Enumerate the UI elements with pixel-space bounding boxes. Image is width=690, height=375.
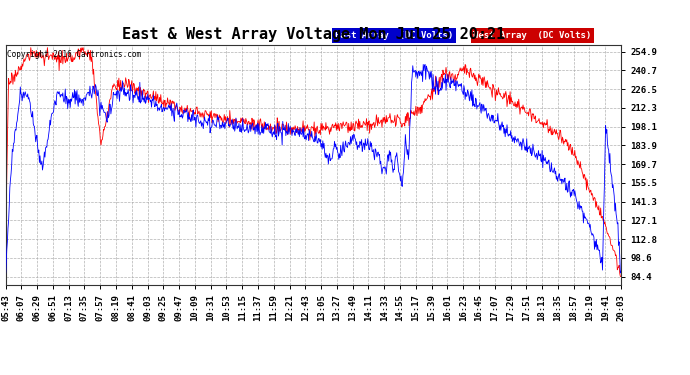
Text: East Array  (DC Volts): East Array (DC Volts) [335,31,453,40]
Title: East & West Array Voltage Mon Jul 25 20:21: East & West Array Voltage Mon Jul 25 20:… [121,27,505,42]
Text: Copyright 2016 Cartronics.com: Copyright 2016 Cartronics.com [7,50,141,59]
Text: West Array  (DC Volts): West Array (DC Volts) [473,31,591,40]
